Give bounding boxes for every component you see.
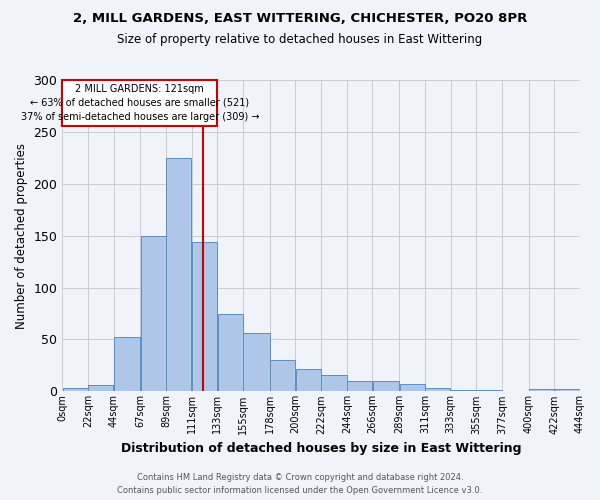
Bar [62, 388, 88, 392]
Bar [88, 385, 113, 392]
Text: 2 MILL GARDENS: 121sqm
← 63% of detached houses are smaller (521)
37% of semi-de: 2 MILL GARDENS: 121sqm ← 63% of detached… [20, 84, 259, 122]
Bar [322, 375, 347, 392]
Bar [141, 236, 166, 392]
Bar [218, 314, 243, 392]
Bar [296, 368, 321, 392]
Bar [244, 334, 269, 392]
Bar [347, 381, 372, 392]
Text: Contains HM Land Registry data © Crown copyright and database right 2024.: Contains HM Land Registry data © Crown c… [137, 472, 463, 482]
X-axis label: Distribution of detached houses by size in East Wittering: Distribution of detached houses by size … [121, 442, 521, 455]
Bar [166, 158, 191, 392]
FancyBboxPatch shape [62, 80, 217, 126]
Y-axis label: Number of detached properties: Number of detached properties [15, 142, 28, 328]
Bar [476, 390, 502, 392]
Bar [400, 384, 425, 392]
Bar [554, 390, 580, 392]
Text: Contains public sector information licensed under the Open Government Licence v3: Contains public sector information licen… [118, 486, 482, 495]
Bar [270, 360, 295, 392]
Text: Size of property relative to detached houses in East Wittering: Size of property relative to detached ho… [118, 32, 482, 46]
Bar [425, 388, 450, 392]
Bar [192, 242, 217, 392]
Bar [114, 338, 140, 392]
Bar [529, 390, 554, 392]
Bar [373, 381, 399, 392]
Text: 2, MILL GARDENS, EAST WITTERING, CHICHESTER, PO20 8PR: 2, MILL GARDENS, EAST WITTERING, CHICHES… [73, 12, 527, 26]
Bar [451, 390, 476, 392]
